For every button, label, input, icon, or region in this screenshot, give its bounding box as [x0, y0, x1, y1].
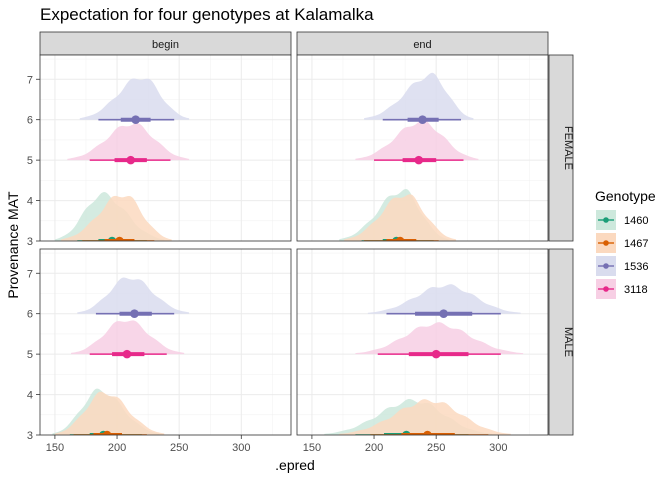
y-tick-label: 4: [27, 390, 33, 402]
panel-border: [296, 54, 549, 242]
legend-label-1467: 1467: [624, 238, 648, 250]
point-3118: [126, 155, 136, 165]
panel-female-end: [296, 54, 549, 242]
x-tick-label: 200: [365, 442, 383, 454]
panel-female-begin: [39, 54, 292, 242]
legend-key-point-1536: [603, 263, 609, 269]
panel-border: [39, 54, 292, 242]
panel-marks: [52, 277, 190, 435]
panel-background: [40, 249, 291, 435]
legend-label-3118: 3118: [624, 284, 648, 296]
point-1536: [131, 115, 140, 124]
panel-border: [39, 248, 292, 436]
y-tick-label: 7: [27, 74, 33, 86]
y-tick-label: 4: [27, 196, 33, 208]
point-3118: [431, 349, 441, 359]
density-1467: [54, 391, 165, 435]
x-tick-label: 300: [489, 442, 507, 454]
y-tick-label: 5: [27, 349, 33, 361]
legend: Genotype 1460 1467 1536 3118: [595, 188, 656, 299]
density-3118: [67, 123, 190, 161]
y-tick-label: 3: [27, 236, 33, 248]
x-tick-label: 200: [108, 442, 126, 454]
row-strip-label: MALE: [562, 327, 574, 357]
row-strip: [548, 54, 574, 242]
point-1536: [439, 309, 448, 318]
point-3118: [414, 155, 424, 165]
chart-title: Expectation for four genotypes at Kalama…: [40, 5, 374, 24]
panel-marks: [54, 78, 190, 241]
x-tick-label: 150: [46, 442, 64, 454]
legend-title: Genotype: [595, 188, 656, 204]
density-1536: [79, 78, 190, 120]
point-1467: [423, 430, 432, 435]
legend-key-point-1460: [603, 217, 609, 223]
legend-key-point-3118: [603, 286, 609, 292]
y-tick-label: 3: [27, 430, 33, 442]
column-strip-label: begin: [152, 39, 179, 51]
panel-marks: [324, 284, 524, 435]
facet-panels: begin end FEMALE MALE 3 4 5 6 7 3 4 5 6 7 150 200 250 300…: [27, 31, 574, 454]
y-tick-label: 7: [27, 268, 33, 280]
panel-male-end: [296, 248, 549, 436]
point-1467: [102, 430, 112, 435]
panel-marks: [339, 72, 479, 241]
density-1467: [61, 195, 172, 241]
point-1536: [418, 115, 427, 124]
point-1536: [130, 309, 139, 318]
column-strip-label: end: [413, 39, 431, 51]
legend-key-point-1467: [603, 240, 609, 246]
point-3118: [122, 349, 132, 359]
panel-male-begin: [39, 248, 292, 436]
density-1467: [339, 399, 511, 435]
density-1536: [364, 72, 474, 120]
x-tick-label: 250: [427, 442, 445, 454]
density-1467: [344, 194, 457, 241]
row-strip-label: FEMALE: [562, 126, 574, 170]
panel-background: [40, 55, 291, 241]
legend-label-1536: 1536: [624, 261, 648, 273]
x-tick-label: 250: [170, 442, 188, 454]
x-tick-label: 150: [303, 442, 321, 454]
y-tick-label: 5: [27, 155, 33, 167]
x-axis-title: .epred: [275, 457, 315, 473]
y-tick-label: 6: [27, 115, 33, 127]
point-1467: [115, 236, 124, 241]
density-1536: [367, 284, 521, 314]
density-3118: [71, 320, 185, 355]
y-axis-title: Provenance MAT: [5, 191, 21, 299]
density-3118: [355, 322, 524, 355]
legend-label-1460: 1460: [624, 215, 648, 227]
density-1536: [77, 277, 190, 314]
row-strip: [548, 248, 574, 436]
density-3118: [355, 119, 479, 161]
point-1467: [395, 236, 405, 241]
x-tick-label: 300: [232, 442, 250, 454]
y-tick-label: 6: [27, 309, 33, 321]
panel-border: [296, 248, 549, 436]
